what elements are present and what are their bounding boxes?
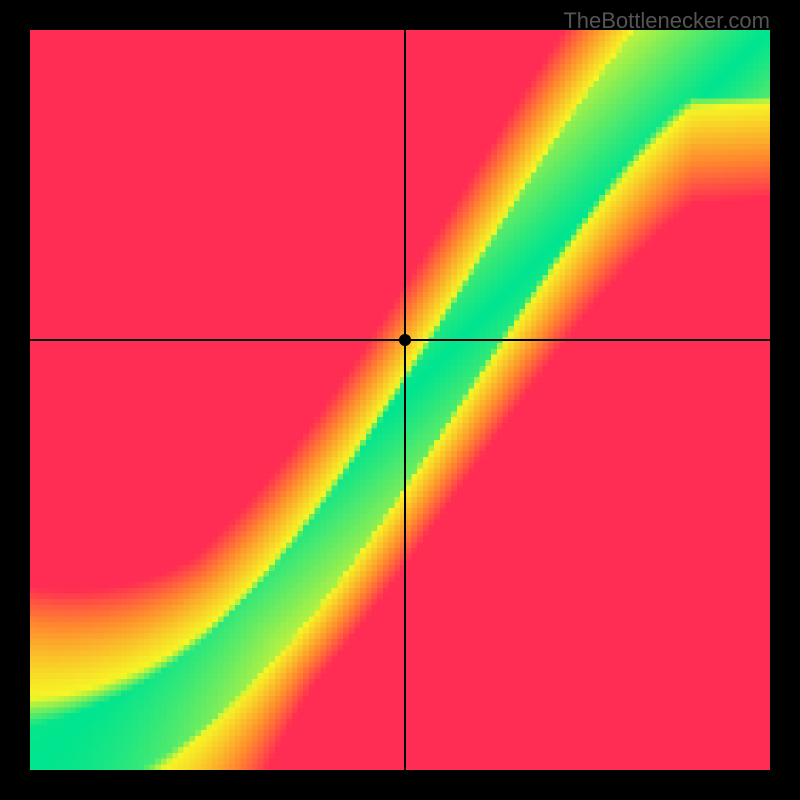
- watermark-text: TheBottlenecker.com: [563, 8, 770, 34]
- crosshair-marker: [399, 334, 411, 346]
- chart-frame: TheBottlenecker.com: [0, 0, 800, 800]
- crosshair-vertical: [404, 30, 406, 770]
- bottleneck-heatmap: [30, 30, 770, 770]
